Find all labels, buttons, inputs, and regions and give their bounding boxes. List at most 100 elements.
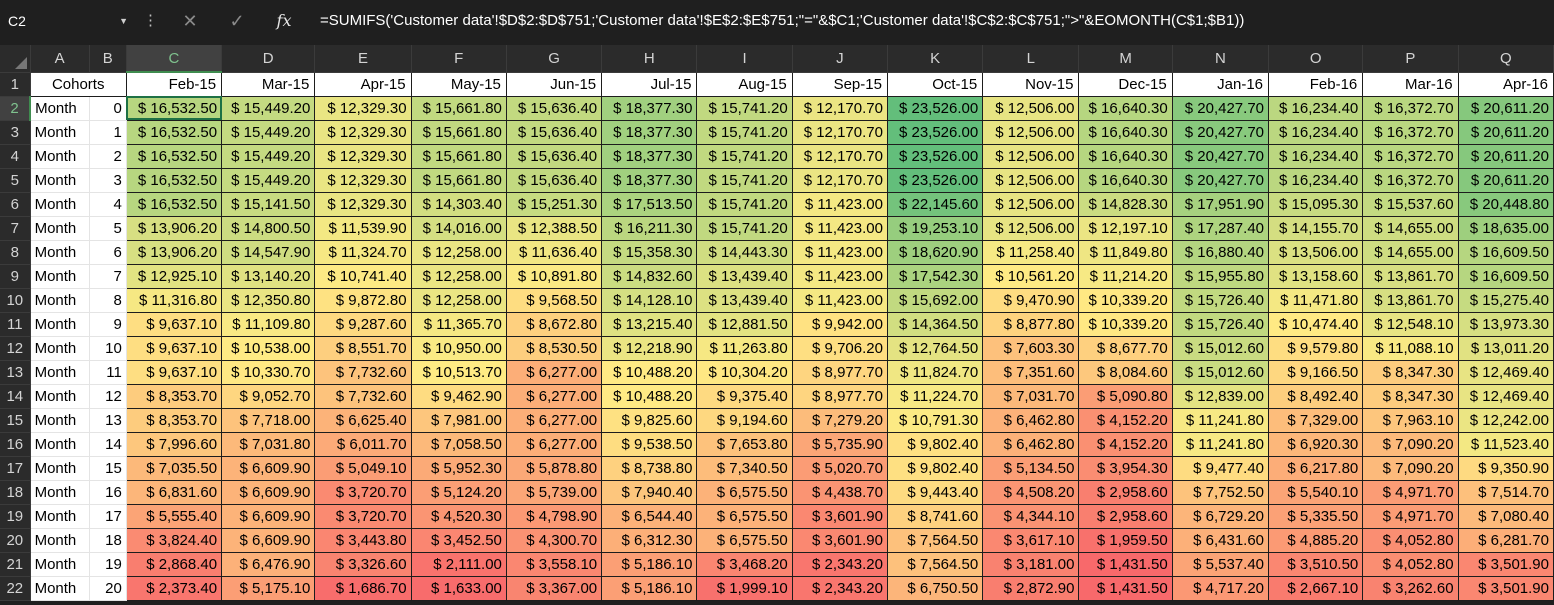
- value-cell[interactable]: $ 18,377.30: [601, 96, 698, 121]
- value-cell[interactable]: $ 4,152.20: [1078, 408, 1173, 433]
- value-cell[interactable]: $ 5,186.10: [601, 576, 698, 601]
- value-cell[interactable]: $ 10,304.20: [696, 360, 793, 385]
- value-cell[interactable]: $ 15,275.40: [1458, 288, 1554, 313]
- month-label-cell[interactable]: Month: [30, 96, 90, 121]
- value-cell[interactable]: $ 11,214.20: [1078, 264, 1173, 289]
- value-cell[interactable]: $ 12,506.00: [982, 144, 1080, 169]
- value-cell[interactable]: $ 15,449.20: [221, 96, 316, 121]
- value-cell[interactable]: $ 6,609.90: [221, 480, 316, 505]
- value-cell[interactable]: $ 6,011.70: [314, 432, 412, 457]
- value-cell[interactable]: $ 15,661.80: [411, 96, 507, 121]
- row-header[interactable]: 20: [0, 528, 31, 553]
- value-cell[interactable]: $ 15,636.40: [506, 144, 603, 169]
- value-cell[interactable]: $ 11,471.80: [1268, 288, 1364, 313]
- value-cell[interactable]: $ 12,506.00: [982, 216, 1080, 241]
- value-cell[interactable]: $ 13,439.40: [696, 264, 793, 289]
- value-cell[interactable]: $ 12,506.00: [982, 168, 1080, 193]
- value-cell[interactable]: $ 6,609.90: [221, 504, 316, 529]
- month-offset-cell[interactable]: 2: [89, 144, 127, 169]
- value-cell[interactable]: $ 7,279.20: [792, 408, 888, 433]
- value-cell[interactable]: $ 15,692.00: [887, 288, 984, 313]
- value-cell[interactable]: $ 4,520.30: [411, 504, 507, 529]
- column-header-d[interactable]: D: [221, 45, 316, 73]
- row-header[interactable]: 14: [0, 384, 31, 409]
- value-cell[interactable]: $ 5,090.80: [1078, 384, 1173, 409]
- value-cell[interactable]: $ 9,538.50: [601, 432, 698, 457]
- value-cell[interactable]: $ 6,277.00: [506, 384, 603, 409]
- value-cell[interactable]: $ 4,885.20: [1268, 528, 1364, 553]
- month-offset-cell[interactable]: 6: [89, 240, 127, 265]
- value-cell[interactable]: $ 12,329.30: [314, 168, 412, 193]
- value-cell[interactable]: $ 9,942.00: [792, 312, 888, 337]
- row-header[interactable]: 8: [0, 240, 31, 265]
- column-header-l[interactable]: L: [982, 45, 1080, 73]
- value-cell[interactable]: $ 10,791.30: [887, 408, 984, 433]
- value-cell[interactable]: $ 3,720.70: [314, 504, 412, 529]
- month-offset-cell[interactable]: 14: [89, 432, 127, 457]
- value-cell[interactable]: $ 12,388.50: [506, 216, 603, 241]
- select-all-button[interactable]: [0, 45, 31, 73]
- value-cell[interactable]: $ 16,640.30: [1078, 96, 1173, 121]
- value-cell[interactable]: $ 6,431.60: [1172, 528, 1270, 553]
- value-cell[interactable]: $ 7,031.70: [982, 384, 1080, 409]
- cohort-month-header[interactable]: Mar-16: [1362, 72, 1459, 97]
- value-cell[interactable]: $ 17,287.40: [1172, 216, 1270, 241]
- value-cell[interactable]: $ 5,537.40: [1172, 552, 1270, 577]
- cohort-month-header[interactable]: Feb-16: [1268, 72, 1364, 97]
- month-offset-cell[interactable]: 1: [89, 120, 127, 145]
- value-cell[interactable]: $ 10,488.20: [601, 384, 698, 409]
- value-cell[interactable]: $ 13,861.70: [1362, 264, 1459, 289]
- value-cell[interactable]: $ 5,555.40: [126, 504, 223, 529]
- value-cell[interactable]: $ 6,750.50: [887, 576, 984, 601]
- month-offset-cell[interactable]: 4: [89, 192, 127, 217]
- value-cell[interactable]: $ 14,832.60: [601, 264, 698, 289]
- value-cell[interactable]: $ 3,510.50: [1268, 552, 1364, 577]
- value-cell[interactable]: $ 10,339.20: [1078, 288, 1173, 313]
- value-cell[interactable]: $ 7,058.50: [411, 432, 507, 457]
- value-cell[interactable]: $ 14,128.10: [601, 288, 698, 313]
- value-cell[interactable]: $ 11,849.80: [1078, 240, 1173, 265]
- cohort-month-header[interactable]: Jul-15: [601, 72, 698, 97]
- row-header[interactable]: 17: [0, 456, 31, 481]
- value-cell[interactable]: $ 3,326.60: [314, 552, 412, 577]
- cohort-month-header[interactable]: Feb-15: [126, 72, 223, 97]
- value-cell[interactable]: $ 8,084.60: [1078, 360, 1173, 385]
- value-cell[interactable]: $ 14,655.00: [1362, 216, 1459, 241]
- value-cell[interactable]: $ 2,872.90: [982, 576, 1080, 601]
- column-header-m[interactable]: M: [1078, 45, 1173, 73]
- value-cell[interactable]: $ 7,351.60: [982, 360, 1080, 385]
- value-cell[interactable]: $ 16,532.50: [126, 144, 223, 169]
- insert-function-icon[interactable]: fx: [276, 11, 292, 30]
- value-cell[interactable]: $ 9,825.60: [601, 408, 698, 433]
- value-cell[interactable]: $ 9,350.90: [1458, 456, 1554, 481]
- value-cell[interactable]: $ 15,358.30: [601, 240, 698, 265]
- value-cell[interactable]: $ 11,324.70: [314, 240, 412, 265]
- value-cell[interactable]: $ 8,672.80: [506, 312, 603, 337]
- value-cell[interactable]: $ 13,973.30: [1458, 312, 1554, 337]
- value-cell[interactable]: $ 6,476.90: [221, 552, 316, 577]
- value-cell[interactable]: $ 15,741.20: [696, 96, 793, 121]
- row-header[interactable]: 19: [0, 504, 31, 529]
- value-cell[interactable]: $ 12,329.30: [314, 192, 412, 217]
- value-cell[interactable]: $ 13,906.20: [126, 240, 223, 265]
- row-header[interactable]: 12: [0, 336, 31, 361]
- value-cell[interactable]: $ 7,718.00: [221, 408, 316, 433]
- value-cell[interactable]: $ 4,971.70: [1362, 480, 1459, 505]
- value-cell[interactable]: $ 3,443.80: [314, 528, 412, 553]
- value-cell[interactable]: $ 4,052.80: [1362, 528, 1459, 553]
- enter-icon[interactable]: ✓: [229, 11, 245, 31]
- value-cell[interactable]: $ 8,977.70: [792, 360, 888, 385]
- value-cell[interactable]: $ 15,741.20: [696, 192, 793, 217]
- value-cell[interactable]: $ 6,729.20: [1172, 504, 1270, 529]
- value-cell[interactable]: $ 11,539.90: [314, 216, 412, 241]
- value-cell[interactable]: $ 18,635.00: [1458, 216, 1554, 241]
- value-cell[interactable]: $ 13,906.20: [126, 216, 223, 241]
- cohort-month-header[interactable]: Jun-15: [506, 72, 603, 97]
- cohort-month-header[interactable]: Nov-15: [982, 72, 1080, 97]
- value-cell[interactable]: $ 8,877.80: [982, 312, 1080, 337]
- value-cell[interactable]: $ 6,277.00: [506, 360, 603, 385]
- cohort-month-header[interactable]: Oct-15: [887, 72, 984, 97]
- value-cell[interactable]: $ 15,449.20: [221, 168, 316, 193]
- value-cell[interactable]: $ 2,343.20: [792, 552, 888, 577]
- value-cell[interactable]: $ 12,218.90: [601, 336, 698, 361]
